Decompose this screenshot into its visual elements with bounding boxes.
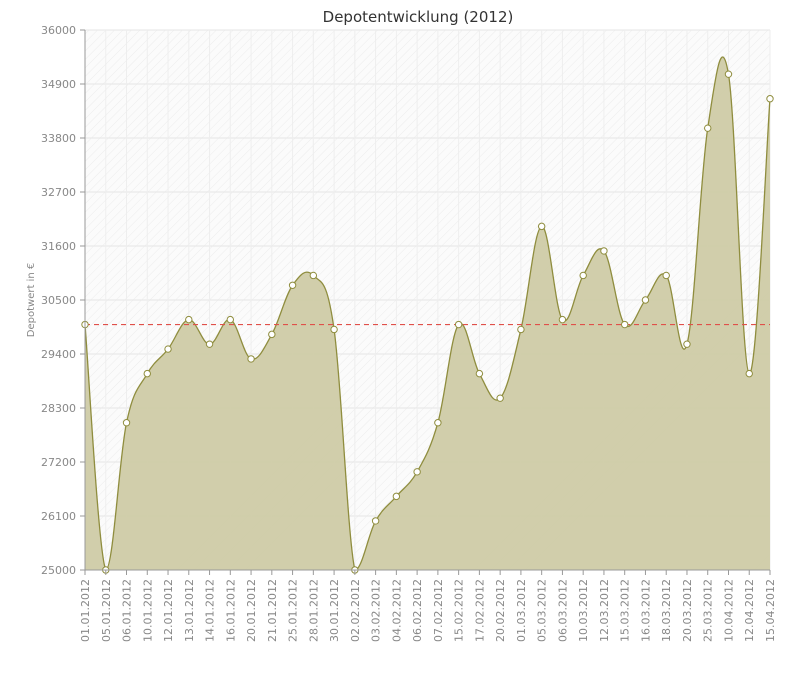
data-point-25.01.2012[interactable] <box>288 281 297 289</box>
x-tick-label: 28.01.2012 <box>307 579 320 642</box>
y-tick-label: 28300 <box>41 402 76 415</box>
data-point-15.04.2012[interactable] <box>766 95 774 103</box>
data-point-15.02.2012[interactable] <box>454 320 463 329</box>
data-point-06.01.2012[interactable] <box>122 419 131 427</box>
data-point-28.01.2012[interactable] <box>309 271 318 280</box>
x-tick-label: 15.03.2012 <box>619 579 632 642</box>
y-tick-label: 25000 <box>41 564 76 577</box>
x-tick-label: 10.01.2012 <box>141 579 154 642</box>
x-tick-label: 20.03.2012 <box>681 579 694 642</box>
axes <box>80 29 771 575</box>
data-point-13.01.2012[interactable] <box>185 315 193 324</box>
data-point-10.01.2012[interactable] <box>143 369 151 378</box>
data-point-25.03.2012[interactable] <box>704 124 712 132</box>
x-tick-label: 03.02.2012 <box>370 579 383 642</box>
y-tick-label: 26100 <box>41 510 76 523</box>
x-tick-label: 12.04.2012 <box>743 579 756 642</box>
x-tick-label: 20.01.2012 <box>245 579 258 642</box>
data-point-20.01.2012[interactable] <box>247 355 255 363</box>
x-tick-label: 15.04.2012 <box>764 579 777 642</box>
data-point-16.03.2012[interactable] <box>641 296 650 304</box>
x-tick-label: 06.03.2012 <box>556 579 569 642</box>
data-point-10.04.2012[interactable] <box>724 70 733 78</box>
x-tick-label: 16.01.2012 <box>224 579 237 642</box>
y-tick-label: 32700 <box>41 186 76 199</box>
x-tick-label: 05.01.2012 <box>100 579 113 642</box>
data-point-07.02.2012[interactable] <box>434 419 442 427</box>
data-point-14.01.2012[interactable] <box>205 340 214 348</box>
x-tick-label: 25.03.2012 <box>702 579 715 642</box>
data-point-20.03.2012[interactable] <box>683 340 691 348</box>
data-point-05.03.2012[interactable] <box>537 222 546 231</box>
x-tick-label: 18.03.2012 <box>660 579 673 642</box>
x-tick-label: 10.03.2012 <box>577 579 590 642</box>
x-tick-label: 06.01.2012 <box>121 579 134 642</box>
data-point-18.03.2012[interactable] <box>662 271 670 280</box>
x-tick-label: 02.02.2012 <box>349 579 362 642</box>
y-tick-label: 31600 <box>41 240 76 253</box>
series-area <box>85 57 770 571</box>
data-point-12.03.2012[interactable] <box>600 247 608 255</box>
x-tick-label: 10.04.2012 <box>722 579 735 642</box>
x-tick-label: 30.01.2012 <box>328 579 341 642</box>
data-point-20.02.2012[interactable] <box>496 394 504 402</box>
y-tick-label: 27200 <box>41 456 76 469</box>
y-tick-label: 36000 <box>41 24 76 37</box>
data-point-30.01.2012[interactable] <box>330 325 338 334</box>
x-tick-label: 25.01.2012 <box>287 579 300 642</box>
data-point-04.02.2012[interactable] <box>392 492 401 501</box>
chart-title: Depotentwicklung (2012) <box>323 8 514 26</box>
y-axis-label: Depotwert in € <box>26 263 37 337</box>
y-tick-labels: 25000 26100 27200 28300 29400 30500 31600 32700… <box>41 24 76 577</box>
x-tick-label: 21.01.2012 <box>266 579 279 642</box>
x-tick-label: 06.02.2012 <box>411 579 424 642</box>
x-tick-label: 17.02.2012 <box>473 579 486 642</box>
x-tick-label: 16.03.2012 <box>639 579 652 642</box>
x-tick-label: 01.01.2012 <box>79 579 92 642</box>
data-point-17.02.2012[interactable] <box>475 369 484 378</box>
data-point-15.03.2012[interactable] <box>620 320 629 329</box>
x-tick-label: 13.01.2012 <box>183 579 196 642</box>
data-point-12.01.2012[interactable] <box>164 345 172 353</box>
x-tick-labels: 01.01.2012 05.01.2012 06.01.2012 10.01.2012… <box>79 579 777 642</box>
y-tick-label: 34900 <box>41 78 76 91</box>
x-tick-label: 04.02.2012 <box>390 579 403 642</box>
x-tick-label: 15.02.2012 <box>453 579 466 642</box>
x-tick-label: 01.03.2012 <box>515 579 528 642</box>
x-tick-label: 12.01.2012 <box>162 579 175 642</box>
y-tick-label: 30500 <box>41 294 76 307</box>
data-point-06.02.2012[interactable] <box>413 468 421 476</box>
y-tick-label: 29400 <box>41 348 76 361</box>
data-point-01.03.2012[interactable] <box>517 325 525 334</box>
x-tick-label: 20.02.2012 <box>494 579 507 642</box>
x-tick-label: 14.01.2012 <box>204 579 217 642</box>
data-point-12.04.2012[interactable] <box>745 369 753 378</box>
x-tick-label: 07.02.2012 <box>432 579 445 642</box>
data-point-10.03.2012[interactable] <box>579 271 587 280</box>
x-tick-label: 12.03.2012 <box>598 579 611 642</box>
data-point-03.02.2012[interactable] <box>371 517 380 525</box>
data-point-06.03.2012[interactable] <box>558 315 567 324</box>
data-point-16.01.2012[interactable] <box>226 315 235 324</box>
y-tick-label: 33800 <box>41 132 76 145</box>
data-point-21.01.2012[interactable] <box>268 330 276 339</box>
points-layer <box>81 70 774 574</box>
x-tick-label: 05.03.2012 <box>536 579 549 642</box>
